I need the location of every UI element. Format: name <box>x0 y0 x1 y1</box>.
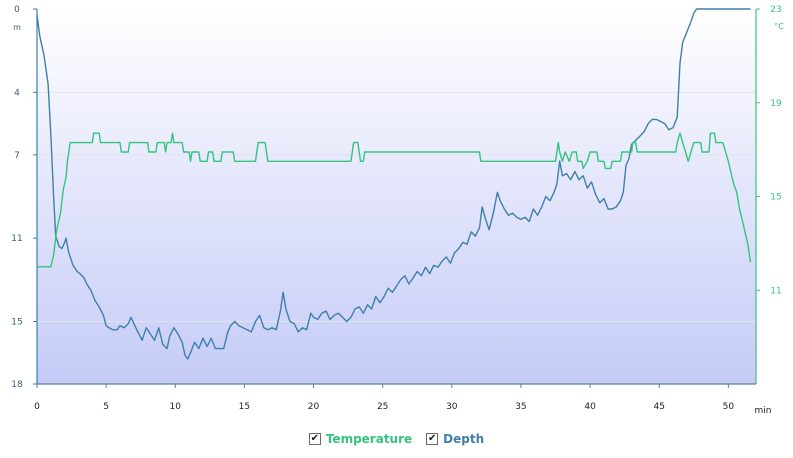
time-tick-label: 40 <box>584 402 596 412</box>
time-tick-label: 30 <box>446 402 458 412</box>
time-tick-label: 15 <box>239 402 250 412</box>
time-unit-label: min <box>755 406 772 416</box>
depth-axis: 0 4 7 11 15 18 m <box>11 5 38 390</box>
temperature-checkbox[interactable]: ✔ <box>308 433 321 445</box>
depth-tick-label: 18 <box>11 380 23 390</box>
temperature-tick-label: 19 <box>770 99 782 109</box>
depth-tick-label: 11 <box>11 234 22 244</box>
time-tick-label: 0 <box>34 402 40 412</box>
temperature-tick-label: 23 <box>770 5 781 15</box>
plot-background <box>37 9 756 384</box>
depth-series-line <box>36 8 751 360</box>
time-tick-label: 45 <box>653 402 664 412</box>
time-axis: 0 5 10 15 20 25 30 35 40 45 50 min <box>34 383 772 416</box>
temperature-axis: 11 15 19 23 °C <box>755 5 784 384</box>
depth-tick-label: 4 <box>14 88 20 98</box>
legend: ✔ Temperature ✔ Depth <box>0 430 793 448</box>
depth-legend-label: Depth <box>443 432 485 446</box>
chart-svg: 0 4 7 11 15 18 m 11 15 19 23 °C 0 5 10 15 20 25 30 35 40 45… <box>11 5 784 416</box>
time-tick-label: 35 <box>515 402 526 412</box>
temperature-tick-label: 15 <box>770 193 781 203</box>
temperature-unit-label: °C <box>774 22 784 31</box>
time-tick-label: 10 <box>170 402 182 412</box>
legend-item-depth[interactable]: ✔ Depth <box>426 432 484 446</box>
depth-tick-label: 7 <box>14 151 20 161</box>
time-tick-label: 20 <box>308 402 320 412</box>
gridlines <box>37 91 756 322</box>
legend-item-temperature[interactable]: ✔ Temperature <box>308 432 413 446</box>
time-tick-label: 50 <box>723 402 735 412</box>
time-tick-label: 5 <box>103 402 109 412</box>
time-tick-label: 25 <box>377 402 388 412</box>
depth-tick-label: 0 <box>14 5 20 15</box>
depth-tick-label: 15 <box>11 318 22 328</box>
depth-checkbox[interactable]: ✔ <box>426 433 439 445</box>
temperature-series-line <box>37 132 752 268</box>
temperature-legend-label: Temperature <box>325 432 413 446</box>
series-layer <box>36 8 752 360</box>
temperature-tick-label: 11 <box>770 286 781 296</box>
depth-unit-label: m <box>13 23 21 32</box>
